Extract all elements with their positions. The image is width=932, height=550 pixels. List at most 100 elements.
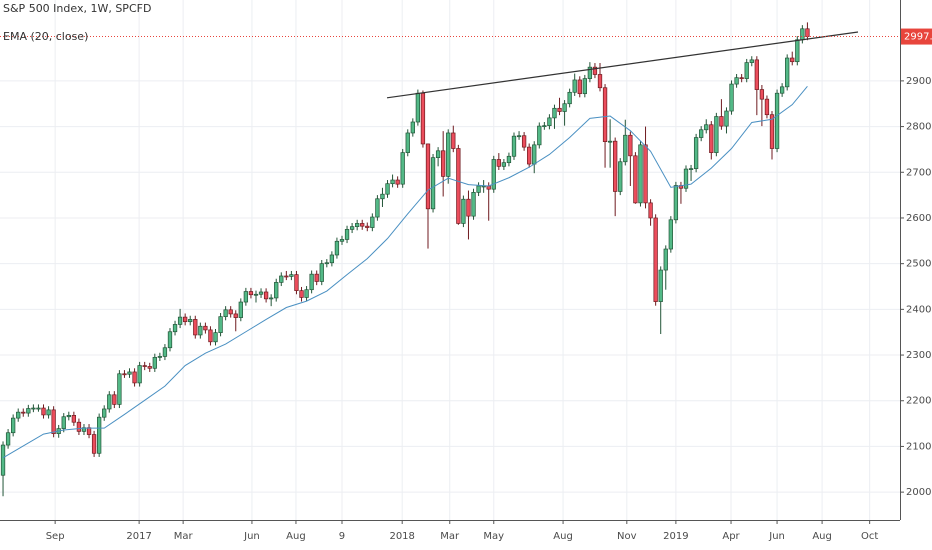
candle-body (269, 297, 274, 300)
candle-body (122, 373, 127, 376)
candle-body (21, 411, 26, 414)
candle-body (795, 39, 800, 63)
candle-body (729, 83, 734, 112)
candle-body (233, 313, 238, 318)
candle-body (521, 135, 527, 148)
grid (0, 0, 900, 520)
candle-body (91, 434, 97, 454)
candle-body (162, 347, 168, 357)
candle-body (683, 168, 689, 189)
candle-body (461, 198, 466, 224)
candle-body (769, 114, 775, 149)
candle-body (754, 59, 759, 90)
candle-body (66, 415, 71, 418)
y-tick-label: 2600.0 (906, 213, 932, 224)
candle-body (658, 269, 663, 302)
candle-body (238, 301, 243, 318)
x-tick-label: Apr (722, 531, 740, 542)
candle-body (294, 274, 299, 291)
candle-body (258, 291, 264, 295)
candle-body (167, 331, 173, 349)
candle-body (542, 125, 547, 128)
candle-body (253, 293, 259, 296)
candle-body (709, 124, 714, 153)
candle-body (805, 28, 810, 37)
candle-body (274, 282, 279, 299)
candle-body (218, 316, 223, 334)
candle-body (602, 87, 608, 143)
x-tick-label: Nov (617, 531, 637, 542)
candle-body (248, 291, 254, 296)
candle-body (592, 66, 598, 75)
candle-body (552, 107, 557, 119)
candle-body (557, 107, 562, 112)
candle-body (203, 325, 208, 331)
candle-body (289, 274, 294, 277)
x-tick-label: Mar (174, 531, 194, 542)
candle-body (714, 116, 719, 153)
x-tick-label: Aug (553, 531, 573, 542)
x-tick-label: Mar (440, 531, 460, 542)
candle-body (643, 144, 648, 204)
candle-body (638, 144, 643, 204)
candle-body (309, 273, 314, 291)
candle-body (380, 193, 385, 200)
y-tick-label: 2800.0 (906, 122, 932, 133)
candle-body (177, 316, 183, 325)
candle-body (279, 275, 284, 283)
candle-body (613, 140, 618, 192)
candle-body (800, 28, 805, 41)
candle-body (724, 110, 729, 127)
candle-body (395, 179, 400, 185)
candle-body (344, 229, 350, 240)
legend-entry: EMA (20, close) (3, 30, 88, 43)
candle-body (790, 57, 795, 63)
y-tick-label: 2500.0 (906, 259, 932, 270)
candle-body (97, 416, 102, 454)
candle-body (744, 62, 749, 79)
candle-body (405, 132, 410, 153)
candle-body (774, 92, 780, 149)
candle-body (304, 289, 309, 298)
candle-body (785, 57, 790, 88)
candle-body (339, 239, 345, 242)
candle-body (299, 290, 304, 298)
candle-body (420, 92, 426, 145)
candle-body (410, 121, 415, 134)
trend-line (386, 31, 859, 99)
y-tick-label: 2700.0 (906, 167, 932, 178)
candle-body (623, 134, 628, 163)
candle-body (263, 291, 269, 300)
candle-body (572, 79, 577, 93)
candle-body (102, 408, 107, 418)
candle-body (147, 366, 152, 369)
candle-body (71, 415, 77, 423)
candle-body (537, 125, 542, 146)
candle-body (213, 332, 218, 343)
candle-body (446, 132, 451, 177)
candle-body (11, 417, 16, 434)
candle-body (208, 329, 213, 343)
candle-body (76, 421, 82, 432)
candle-body (734, 77, 739, 85)
candle-body (5, 432, 11, 446)
candle-body (16, 411, 21, 419)
candle-body (597, 74, 603, 89)
candle-body (547, 117, 552, 127)
y-tick-label: 2000.0 (906, 487, 932, 498)
candle-body (188, 319, 193, 323)
candle-body (688, 168, 694, 170)
x-tick-label: Jun (243, 531, 260, 542)
candle-body (132, 371, 137, 384)
candle-body (324, 262, 329, 265)
candle-body (779, 86, 785, 94)
candle-body (456, 148, 461, 224)
candle-body (693, 137, 699, 169)
candle-body (370, 216, 375, 228)
x-tick-label: 2017 (126, 531, 151, 542)
candle-body (441, 150, 446, 177)
candle-body (0, 444, 6, 476)
candle-body (112, 394, 117, 405)
candle-body (653, 217, 658, 302)
